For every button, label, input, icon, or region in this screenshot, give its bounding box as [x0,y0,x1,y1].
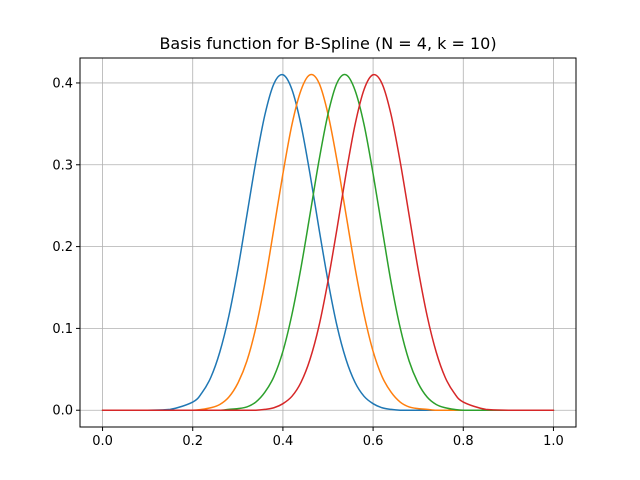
series-line-4 [101,73,555,411]
chart-title: Basis function for B-Spline (N = 4, k = … [159,34,496,53]
x-tick-label: 0.4 [273,434,294,449]
y-axis-ticks: 0.0 0.1 0.2 0.3 0.4 [52,76,80,419]
y-tick-label: 0.3 [52,158,73,173]
plot-area: 0.0 0.2 0.4 0.6 0.8 1.0 0.0 0.1 0.2 0.3 0.4 [52,57,577,449]
x-axis-ticks: 0.0 0.2 0.4 0.6 0.8 1.0 [92,427,564,449]
y-tick-label: 0.4 [52,76,73,91]
x-tick-label: 0.0 [92,434,113,449]
x-tick-label: 1.0 [543,434,564,449]
x-tick-label: 0.6 [363,434,384,449]
y-tick-label: 0.2 [52,240,73,255]
axes-frame [79,57,577,428]
y-tick-label: 0.1 [52,322,73,337]
series-lines [101,73,555,411]
y-tick-label: 0.0 [52,404,73,419]
x-tick-label: 0.8 [453,434,474,449]
x-tick-label: 0.2 [182,434,203,449]
